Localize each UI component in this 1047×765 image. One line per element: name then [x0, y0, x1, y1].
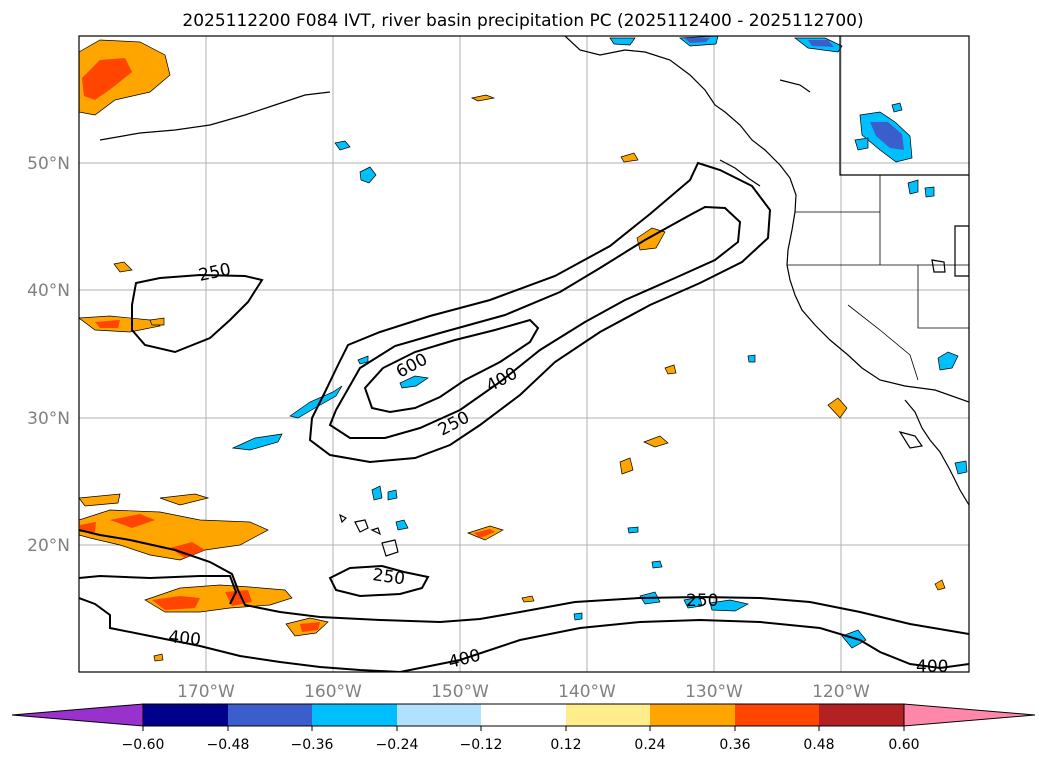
contour-label-250-south-cell: 250 [371, 565, 406, 589]
map-title: 2025112200 F084 IVT, river basin precipi… [182, 11, 863, 31]
colorbar-tick-label: −0.36 [291, 737, 334, 753]
map-frame [78, 35, 970, 673]
ivt-contour-250-south-cell [328, 564, 430, 598]
contour-label-250-south: 250 [686, 591, 718, 611]
ivt-contour-250-south [79, 529, 969, 635]
colorbar-segment [312, 704, 397, 726]
ivt-contour-400-west [79, 574, 238, 605]
contour-label-400-southwest: 400 [167, 627, 201, 650]
lat-label-40n: 40°N [27, 281, 70, 301]
strong-negative-pc-patches [684, 38, 904, 150]
lat-label-30n: 30°N [27, 409, 70, 429]
colorbar-segment [650, 704, 735, 726]
colorbar-segment [228, 704, 312, 726]
colorbar-tick-label: 0.12 [550, 737, 581, 753]
ivt-contour-400-jet [328, 205, 742, 439]
lon-label-170w: 170°W [177, 682, 235, 702]
colorbar-frame [142, 703, 905, 727]
latitude-labels: 50°N 40°N 30°N 20°N [27, 154, 70, 556]
lon-label-150w: 150°W [431, 682, 489, 702]
colorbar-tick-labels: −0.60 −0.48 −0.36 −0.24 −0.12 0.12 0.24 … [122, 737, 920, 753]
lon-label-120w: 120°W [812, 682, 870, 702]
colorbar-tick-label: −0.24 [376, 737, 419, 753]
colorbar-tick-label: −0.60 [122, 737, 165, 753]
colorbar-ticks [142, 726, 905, 731]
lon-label-130w: 130°W [685, 682, 743, 702]
colorbar: −0.60 −0.48 −0.36 −0.24 −0.12 0.12 0.24 … [11, 703, 1036, 753]
colorbar-segment [143, 704, 228, 726]
colorbar-segment [481, 704, 566, 726]
state-borders [787, 175, 969, 381]
ivt-contour-250-north [131, 273, 264, 354]
lat-label-20n: 20°N [27, 536, 70, 556]
colorbar-tick-label: −0.12 [460, 737, 503, 753]
longitude-labels: 170°W 160°W 150°W 140°W 130°W 120°W [177, 682, 870, 702]
ivt-contour-250-jet [308, 161, 772, 464]
lon-label-160w: 160°W [304, 682, 362, 702]
colorbar-segment [735, 704, 819, 726]
ivt-contour-400-south [79, 597, 969, 672]
colorbar-tick-label: 0.36 [719, 737, 750, 753]
contour-label-400-east: 400 [916, 657, 948, 677]
colorbar-segment [566, 704, 650, 726]
colorbar-tick-label: 0.24 [634, 737, 665, 753]
lon-label-140w: 140°W [558, 682, 616, 702]
colorbar-tick-label: 0.48 [803, 737, 834, 753]
strong-positive-pc-patches [80, 58, 495, 632]
lat-label-50n: 50°N [27, 154, 70, 174]
map-area: 250 600 400 250 250 250 400 400 400 [78, 35, 970, 677]
colorbar-tick-label: 0.60 [888, 737, 919, 753]
colorbar-right-extension [903, 703, 1036, 727]
colorbar-segment [397, 704, 481, 726]
colorbar-tick-label: −0.48 [207, 737, 250, 753]
ivt-contours [79, 161, 969, 672]
ivt-contour-600-jet [363, 318, 540, 414]
colorbar-segment [819, 704, 904, 726]
colorbar-left-extension [11, 703, 144, 727]
coastlines [99, 36, 969, 557]
